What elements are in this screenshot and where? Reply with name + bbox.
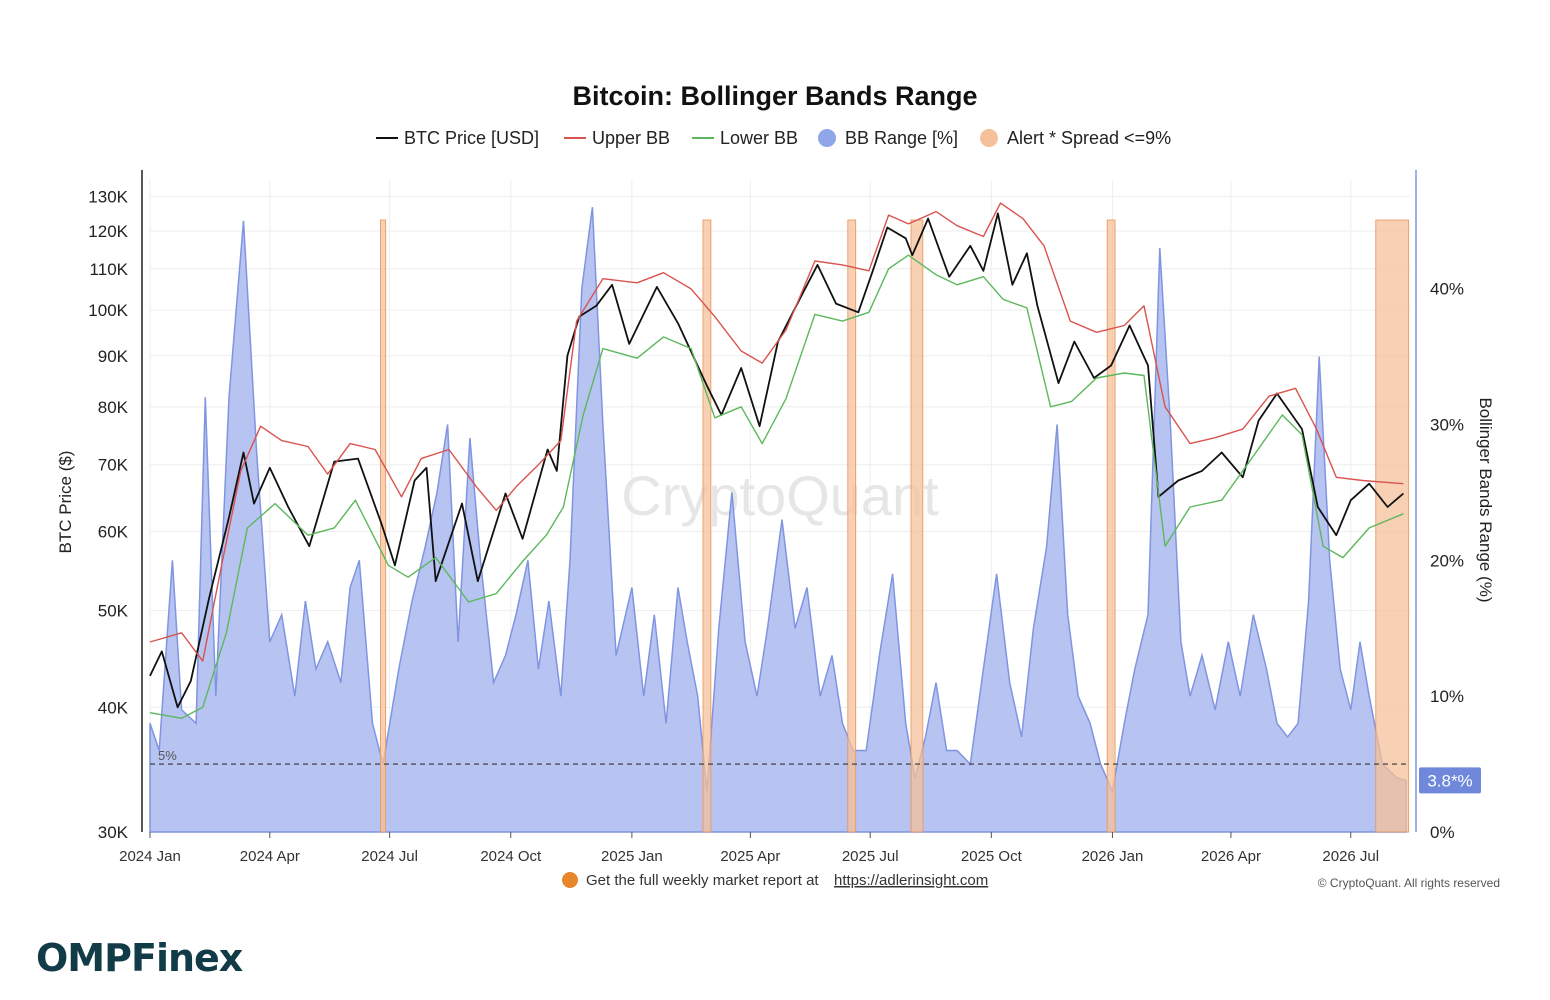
y-right-tick-label: 20% <box>1430 551 1464 570</box>
legend-label: BB Range [%] <box>845 128 958 148</box>
y-right-tick-label: 40% <box>1430 280 1464 299</box>
y-left-tick-label: 30K <box>98 823 129 842</box>
x-tick-label: 2026 Apr <box>1201 848 1261 865</box>
legend-label: Alert * Spread <=9% <box>1007 128 1171 148</box>
x-tick-label: 2025 Jan <box>601 848 663 865</box>
x-tick-label: 2024 Jul <box>361 848 418 865</box>
chart-title: Bitcoin: Bollinger Bands Range <box>572 81 977 111</box>
watermark-layer: CryptoQuant <box>621 464 939 527</box>
y-left-tick-label: 80K <box>98 398 129 417</box>
y-right-tick-label: 30% <box>1430 416 1464 435</box>
x-tick-label: 2025 Jul <box>842 848 899 865</box>
upper-bb-line <box>149 202 1404 662</box>
y-right-tick-label: 10% <box>1430 687 1464 706</box>
alert-band <box>847 219 857 833</box>
y-axis-left-label: BTC Price ($) <box>56 451 75 554</box>
bb-range-path <box>149 207 1407 833</box>
legend-swatch-dot <box>980 129 998 147</box>
current-value-badge-text: 3.8*% <box>1427 771 1472 790</box>
legend-label: Upper BB <box>592 128 670 148</box>
y-axis-right-label: Bollinger Bands Range (%) <box>1476 397 1495 602</box>
brand-part1: OMPF <box>36 936 157 980</box>
x-tick-label: 2025 Oct <box>961 848 1023 865</box>
alert-band <box>702 219 712 833</box>
bb-range-area <box>149 207 1407 833</box>
axes: 30K 40K 50K 60K 70K 80K 90K 100K 110K 120K 130K 0% 1… <box>88 170 1464 865</box>
y-left-tick-label: 120K <box>88 222 128 241</box>
reference-line-group: 5% 3.8*% <box>150 748 1481 794</box>
report-icon <box>562 872 578 888</box>
btc-price-line <box>149 212 1404 709</box>
current-value-badge <box>1419 767 1481 794</box>
y-left-tick-label: 70K <box>98 456 129 475</box>
reference-line-label: 5% <box>158 748 177 763</box>
x-tick-label: 2024 Apr <box>240 848 300 865</box>
alert-band <box>1375 219 1410 833</box>
y-left-tick-label: 130K <box>88 187 128 206</box>
brand-logo: OMPFinex <box>36 936 243 980</box>
x-tick-label: 2025 Apr <box>720 848 780 865</box>
footer-report-text: Get the full weekly market report at <box>586 872 819 889</box>
x-tick-label: 2024 Oct <box>480 848 542 865</box>
legend: BTC Price [USD] Upper BB Lower BB BB Range … <box>376 128 1171 148</box>
legend-swatch-dot <box>818 129 836 147</box>
footer-report-link[interactable]: https://adlerinsight.com <box>834 872 988 889</box>
legend-label: BTC Price [USD] <box>404 128 539 148</box>
x-tick-label: 2026 Jan <box>1082 848 1144 865</box>
y-left-tick-label: 90K <box>98 347 129 366</box>
brand-part2: i <box>155 936 169 980</box>
y-left-tick-label: 50K <box>98 602 129 621</box>
y-left-tick-label: 60K <box>98 523 129 542</box>
alert-band <box>1106 219 1116 833</box>
brand-part3: nex <box>167 936 243 980</box>
legend-label: Lower BB <box>720 128 798 148</box>
footer-copyright: © CryptoQuant. All rights reserved <box>1318 876 1500 890</box>
y-left-tick-label: 40K <box>98 698 129 717</box>
watermark-text: CryptoQuant <box>621 464 939 527</box>
x-tick-label: 2026 Jul <box>1322 848 1379 865</box>
price-bands-lines <box>149 202 1404 719</box>
x-tick-label: 2024 Jan <box>119 848 181 865</box>
lower-bb-line <box>149 254 1404 719</box>
y-left-tick-label: 110K <box>90 260 129 279</box>
y-right-tick-label: 0% <box>1430 823 1455 842</box>
footer-report: Get the full weekly market report at htt… <box>562 872 988 889</box>
y-left-tick-label: 100K <box>88 301 128 320</box>
alert-band <box>910 219 924 833</box>
